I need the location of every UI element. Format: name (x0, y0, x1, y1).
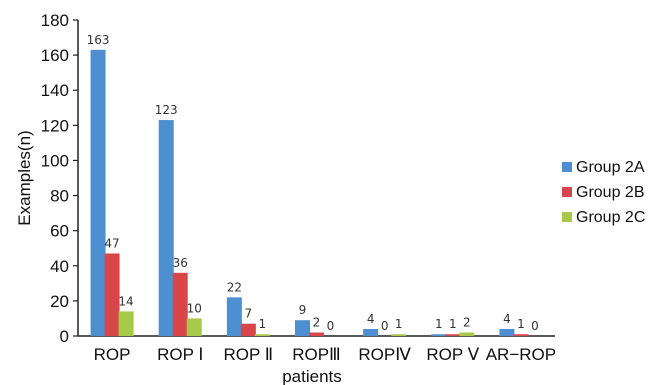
bar[interactable] (445, 334, 461, 336)
data-label: 10 (187, 301, 202, 315)
data-label: 1 (449, 317, 457, 331)
bar[interactable] (186, 318, 202, 336)
data-label: 0 (327, 319, 335, 333)
y-tick-label: 140 (41, 81, 69, 100)
data-label: 123 (155, 103, 178, 117)
bar[interactable] (459, 332, 475, 336)
bar[interactable] (104, 253, 120, 336)
y-tick-label: 60 (50, 222, 69, 241)
data-label: 4 (367, 312, 375, 326)
y-tick-label: 80 (50, 187, 69, 206)
x-tick-label: ROP Ⅱ (224, 345, 274, 364)
legend-swatch (562, 212, 572, 222)
y-tick-label: 180 (41, 11, 69, 30)
y-tick-label: 100 (41, 151, 69, 170)
bar[interactable] (240, 323, 256, 336)
y-tick-label: 40 (50, 257, 69, 276)
bar[interactable] (226, 297, 242, 336)
bar[interactable] (513, 334, 529, 336)
y-tick-label: 120 (41, 116, 69, 135)
data-label: 9 (299, 303, 307, 317)
data-label: 0 (381, 319, 389, 333)
data-label: 47 (104, 236, 119, 250)
y-tick-label: 160 (41, 46, 69, 65)
x-tick-label: ROP (94, 345, 131, 364)
bars-layer (90, 49, 529, 336)
data-label: 2 (313, 315, 321, 329)
bar[interactable] (431, 334, 447, 336)
bar[interactable] (158, 120, 174, 336)
x-axis-title: patients (282, 367, 342, 385)
legend-label: Group 2C (576, 209, 645, 226)
data-label: 14 (118, 294, 133, 308)
x-tick-label: AR−ROP (486, 345, 556, 364)
bar[interactable] (295, 320, 310, 336)
bar[interactable] (118, 311, 134, 336)
data-label: 7 (245, 307, 253, 321)
y-tick-label: 20 (50, 292, 69, 311)
data-label: 4 (503, 312, 511, 326)
data-label: 22 (227, 280, 242, 294)
bar[interactable] (254, 334, 270, 336)
bar[interactable] (391, 334, 407, 336)
x-tick-label: ROPⅣ (358, 345, 411, 364)
bar[interactable] (90, 49, 106, 336)
data-label: 1 (517, 317, 525, 331)
data-label: 1 (395, 317, 403, 331)
data-label: 1 (435, 317, 443, 331)
y-tick-label: 0 (60, 327, 69, 346)
legend-label: Group 2A (576, 159, 645, 176)
legend-label: Group 2B (576, 184, 644, 201)
data-label: 163 (87, 33, 110, 47)
x-tick-label: ROP Ⅰ (157, 345, 203, 364)
x-tick-label: ROP Ⅴ (426, 345, 479, 364)
data-label: 2 (463, 315, 471, 329)
data-label: 1 (259, 317, 267, 331)
legend-swatch (562, 162, 572, 172)
bar[interactable] (309, 332, 324, 336)
bar[interactable] (499, 328, 515, 336)
legend: Group 2A Group 2B Group 2C (562, 159, 645, 226)
data-label: 36 (173, 256, 188, 270)
bar[interactable] (363, 328, 379, 336)
y-axis-title: Examples(n) (15, 130, 34, 225)
legend-swatch (562, 187, 572, 197)
data-label: 0 (531, 319, 539, 333)
bar[interactable] (172, 272, 188, 336)
x-tick-label: ROPⅢ (292, 345, 341, 364)
